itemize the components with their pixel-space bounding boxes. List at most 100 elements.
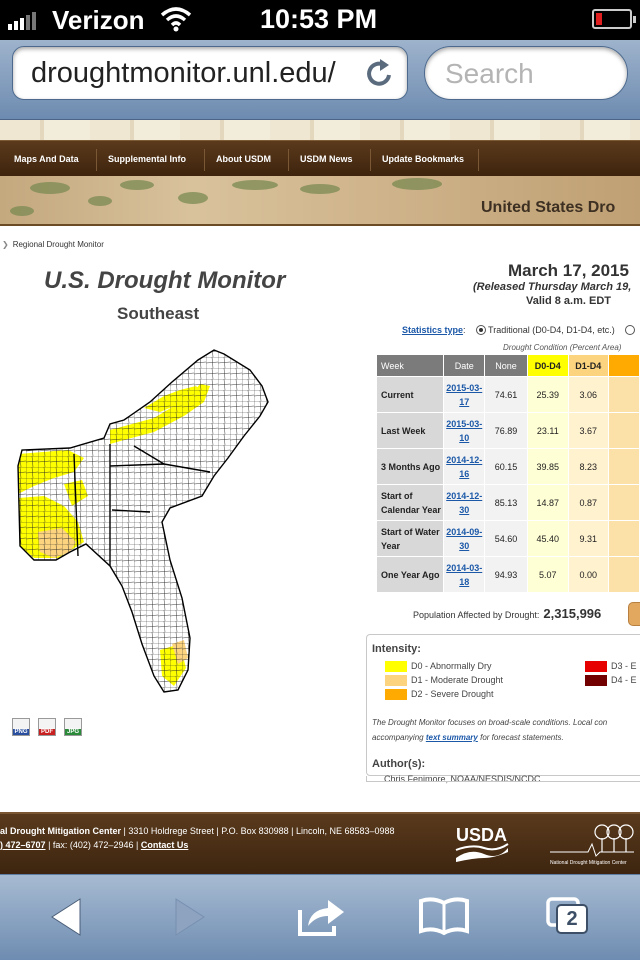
- nav-update-bookmarks[interactable]: Update Bookmarks: [382, 154, 465, 164]
- nav-maps-and-data[interactable]: Maps And Data: [14, 154, 79, 164]
- radio-categorical[interactable]: [625, 325, 636, 335]
- date-link[interactable]: 2014-03- 18: [446, 562, 483, 587]
- drought-stats-table: Week Date None D0-D4 D1-D4 Current 2015-…: [375, 354, 640, 593]
- d2-cell: [607, 484, 640, 521]
- breadcrumb-item[interactable]: Regional Drought Monitor: [12, 240, 104, 249]
- png-download-icon[interactable]: PNG: [12, 718, 30, 736]
- d0-cell: 45.40: [526, 520, 569, 557]
- nav-about-usdm[interactable]: About USDM: [216, 154, 271, 164]
- site-nav: Maps And Data Supplemental Info About US…: [0, 140, 640, 176]
- tab-count-badge: 2: [556, 904, 588, 934]
- site-banner: United States Dro: [0, 176, 640, 224]
- date-link[interactable]: 2014-09- 30: [446, 526, 483, 551]
- reload-icon[interactable]: [365, 57, 395, 89]
- col-date: Date: [443, 354, 486, 377]
- statistics-type-link[interactable]: Statistics type: [402, 325, 464, 335]
- d2-swatch: [385, 689, 407, 700]
- week-cell: 3 Months Ago: [375, 448, 445, 485]
- footer-address: 3310 Holdrege Street | P.O. Box 830988 |…: [128, 826, 395, 836]
- footer-org: al Drought Mitigation Center: [0, 826, 121, 836]
- date-link[interactable]: 2015-03- 17: [446, 382, 483, 407]
- legend-d1: D1 - Moderate Drought: [411, 675, 504, 685]
- carrier-label: Verizon: [52, 5, 145, 35]
- legend-note: The Drought Monitor focuses on broad-sca…: [372, 718, 608, 742]
- week-cell: Current: [375, 376, 445, 413]
- pdf-download-icon[interactable]: PDF: [38, 718, 56, 736]
- site-footer: al Drought Mitigation Center | 3310 Hold…: [0, 812, 640, 874]
- table-row: Last Week 2015-03- 10 76.89 23.11 3.67: [375, 412, 640, 449]
- d2-cell: [607, 448, 640, 485]
- d0-cell: 25.39: [526, 376, 569, 413]
- valid-note: Valid 8 a.m. EDT: [526, 295, 611, 307]
- usda-logo[interactable]: USDA: [454, 824, 510, 866]
- date-link[interactable]: 2015-03- 10: [446, 418, 483, 443]
- footer-address-line: al Drought Mitigation Center | 3310 Hold…: [0, 826, 395, 836]
- text-summary-link[interactable]: text summary: [425, 733, 478, 742]
- d1-swatch: [385, 675, 407, 686]
- share-icon: [298, 900, 344, 936]
- col-d1-d4: D1-D4: [567, 354, 609, 377]
- d0-swatch: [385, 661, 407, 672]
- chevron-right-icon: ❯: [2, 240, 9, 249]
- population-value: 2,315,996: [543, 606, 602, 621]
- d1-cell: 0.87: [567, 484, 609, 521]
- table-row: Start of Calendar Year 2014-12- 30 85.13 …: [375, 484, 640, 521]
- share-button[interactable]: [292, 889, 352, 945]
- drought-map[interactable]: [14, 346, 274, 694]
- svg-text:USDA: USDA: [456, 825, 507, 845]
- col-d2-d4: [607, 354, 640, 377]
- population-affected: Population Affected by Drought: 2,315,996: [413, 606, 601, 621]
- contact-us-link[interactable]: Contact Us: [140, 840, 189, 850]
- date-link[interactable]: 2014-12- 16: [446, 454, 483, 479]
- legend-d3: D3 - E: [611, 661, 637, 671]
- legend-title: Intensity:: [372, 643, 421, 655]
- breadcrumb: ❯ Regional Drought Monitor: [0, 240, 104, 249]
- table-row: 3 Months Ago 2014-12- 16 60.15 39.85 8.23: [375, 448, 640, 485]
- browser-bar: droughtmonitor.unl.edu/ Search: [0, 40, 640, 120]
- authors-title: Author(s):: [372, 758, 426, 770]
- forward-button[interactable]: [160, 889, 220, 945]
- none-cell: 74.61: [484, 376, 528, 413]
- search-input[interactable]: Search: [424, 46, 628, 100]
- released-note: (Released Thursday March 19,: [473, 281, 632, 293]
- date-link[interactable]: 2014-12- 30: [446, 490, 483, 515]
- week-cell: Start of Water Year: [375, 520, 445, 557]
- bookmarks-button[interactable]: [414, 889, 474, 945]
- d1-cell: 3.06: [567, 376, 609, 413]
- report-date: March 17, 2015: [508, 261, 629, 280]
- radio-traditional[interactable]: [476, 325, 487, 335]
- ndmc-logo[interactable]: National Drought Mitigation Center: [548, 822, 636, 868]
- d2-cell: [607, 520, 640, 557]
- legend-d2: D2 - Severe Drought: [411, 689, 494, 699]
- col-week: Week: [375, 354, 445, 377]
- d0-cell: 14.87: [526, 484, 569, 521]
- population-button[interactable]: [628, 602, 640, 626]
- legend-d4: D4 - E: [611, 675, 637, 685]
- nav-usdm-news[interactable]: USDM News: [300, 154, 353, 164]
- browser-toolbar: [0, 874, 640, 960]
- wifi-icon: [160, 7, 192, 32]
- population-label: Population Affected by Drought:: [413, 610, 540, 620]
- d1-cell: 8.23: [567, 448, 609, 485]
- url-field[interactable]: droughtmonitor.unl.edu/: [12, 46, 408, 100]
- table-header-row: Week Date None D0-D4 D1-D4: [375, 354, 640, 377]
- author-name: Chris Fenimore, NOAA/NESDIS/NCDC: [384, 774, 541, 784]
- nav-supplemental-info[interactable]: Supplemental Info: [108, 154, 187, 164]
- d2-cell: [607, 376, 640, 413]
- back-arrow-icon: [51, 898, 81, 936]
- back-button[interactable]: [36, 889, 96, 945]
- site-title: United States Dro: [481, 199, 616, 216]
- d1-cell: 3.67: [567, 412, 609, 449]
- map-region: Southeast: [117, 304, 200, 323]
- site-header-texture: [0, 120, 640, 140]
- d1-cell: 9.31: [567, 520, 609, 557]
- none-cell: 60.15: [484, 448, 528, 485]
- search-placeholder: Search: [445, 58, 534, 89]
- statistics-type: Statistics type: Traditional (D0-D4, D1-…: [402, 325, 637, 335]
- radio-traditional-label: Traditional (D0-D4, D1-D4, etc.): [488, 325, 615, 335]
- table-row: Start of Water Year 2014-09- 30 54.60 45.…: [375, 520, 640, 557]
- footer-phone[interactable]: ) 472–6707: [0, 840, 46, 850]
- jpg-download-icon[interactable]: JPG: [64, 718, 82, 736]
- condition-caption: Drought Condition (Percent Area): [503, 343, 622, 352]
- d0-cell: 39.85: [526, 448, 569, 485]
